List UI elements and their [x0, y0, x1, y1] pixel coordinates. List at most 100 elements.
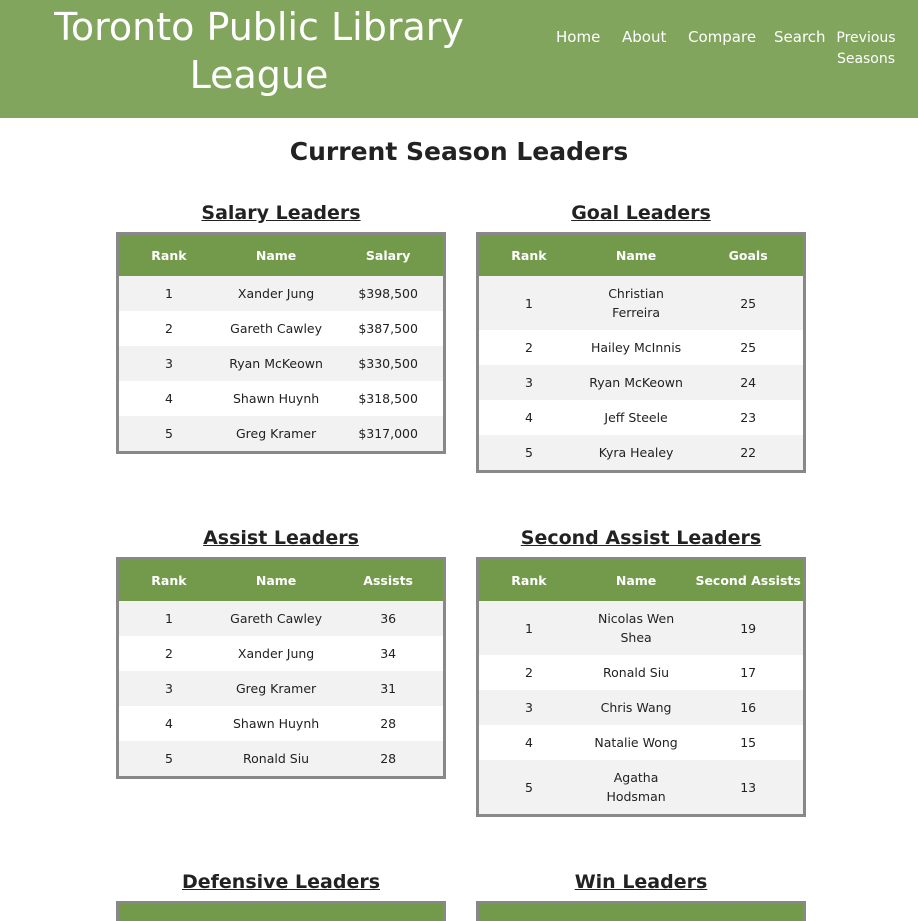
second-assist-leaders-title: Second Assist Leaders — [520, 527, 762, 549]
goal-leaders-table: Rank Name Goals 1 Christian Ferreira 25 2 Hailey… — [476, 232, 806, 473]
column-header[interactable]: Name — [218, 558, 334, 601]
nav-about[interactable]: About — [622, 28, 667, 46]
column-header[interactable]: Name — [578, 233, 694, 276]
table-row: 5 Greg Kramer $317,000 — [117, 416, 445, 453]
win-leaders-title: Win Leaders — [574, 871, 708, 893]
win-leaders-table-header — [476, 901, 806, 921]
player-name-line: Xander Jung — [237, 286, 315, 301]
table-row: 5 Agatha Hodsman 13 — [477, 760, 805, 816]
player-name-line: Hailey McInnis — [590, 340, 682, 355]
player-name-line: Gareth Cawley — [230, 611, 323, 626]
column-header[interactable]: Rank — [477, 558, 579, 601]
player-name-cell[interactable]: Ronald Siu — [218, 741, 334, 778]
player-name-line: Xander Jung — [237, 646, 315, 661]
nav-search[interactable]: Search — [774, 28, 826, 46]
column-header[interactable]: Rank — [117, 233, 219, 276]
rank-cell: 1 — [477, 601, 579, 655]
stat-value-cell: 31 — [333, 671, 445, 706]
column-header[interactable]: Name — [218, 233, 334, 276]
player-name-line: Natalie Wong — [594, 735, 678, 750]
player-name-line: Ryan McKeown — [229, 356, 323, 371]
table-row: 1 Xander Jung $398,500 — [117, 276, 445, 311]
player-name-cell[interactable]: Xander Jung — [218, 276, 334, 311]
player-name-cell[interactable]: Greg Kramer — [218, 416, 334, 453]
rank-cell: 4 — [117, 381, 219, 416]
stat-value-cell: 28 — [333, 706, 445, 741]
stat-value-cell: 34 — [333, 636, 445, 671]
player-name-line: Agatha — [613, 770, 659, 785]
player-name-line: Gareth Cawley — [230, 321, 323, 336]
column-header[interactable]: Rank — [477, 233, 579, 276]
site-title[interactable]: Toronto Public Library League — [50, 3, 468, 99]
rank-cell: 3 — [477, 365, 579, 400]
table-header-row: Rank Name Goals — [477, 233, 805, 276]
column-header[interactable]: Second Assists — [693, 558, 805, 601]
player-name-cell[interactable]: Hailey McInnis — [578, 330, 694, 365]
player-name-cell[interactable]: Christian Ferreira — [578, 276, 694, 330]
player-name-line: Ferreira — [612, 305, 661, 320]
nav-previous-seasons-line-1: Previous — [836, 30, 896, 46]
stat-value-cell: 28 — [333, 741, 445, 778]
table-header-row: Rank Name Assists — [117, 558, 445, 601]
rank-cell: 5 — [117, 741, 219, 778]
assist-leaders-title: Assist Leaders — [203, 527, 359, 549]
nav-compare[interactable]: Compare — [688, 28, 757, 46]
stat-value-cell: 13 — [693, 760, 805, 816]
player-name-cell[interactable]: Shawn Huynh — [218, 381, 334, 416]
player-name-cell[interactable]: Xander Jung — [218, 636, 334, 671]
table-row: 3 Ryan McKeown 24 — [477, 365, 805, 400]
table-row: 1 Christian Ferreira 25 — [477, 276, 805, 330]
player-name-cell[interactable]: Gareth Cawley — [218, 601, 334, 636]
player-name-line: Shea — [620, 630, 652, 645]
nav-previous-seasons-line-2: Seasons — [836, 51, 896, 67]
player-name-line: Shawn Huynh — [232, 716, 320, 731]
table-row: 2 Gareth Cawley $387,500 — [117, 311, 445, 346]
rank-cell: 3 — [477, 690, 579, 725]
column-header[interactable]: Rank — [117, 558, 219, 601]
player-name-cell[interactable]: Jeff Steele — [578, 400, 694, 435]
player-name-line: Greg Kramer — [236, 681, 317, 696]
site-title-line-2: League — [189, 53, 329, 97]
rank-cell: 2 — [477, 330, 579, 365]
nav-home[interactable]: Home — [556, 28, 601, 46]
table-row: 2 Hailey McInnis 25 — [477, 330, 805, 365]
table-row: 4 Jeff Steele 23 — [477, 400, 805, 435]
player-name-cell[interactable]: Gareth Cawley — [218, 311, 334, 346]
column-header[interactable]: Goals — [693, 233, 805, 276]
column-header[interactable]: Salary — [333, 233, 445, 276]
salary-leaders-table: Rank Name Salary 1 Xander Jung $398,500 2 Garet… — [116, 232, 446, 454]
player-name-line: Hodsman — [606, 789, 666, 804]
player-name-cell[interactable]: Natalie Wong — [578, 725, 694, 760]
stat-value-cell: $330,500 — [333, 346, 445, 381]
rank-cell: 4 — [117, 706, 219, 741]
player-name-cell[interactable]: Chris Wang — [578, 690, 694, 725]
player-name-line: Kyra Healey — [598, 445, 674, 460]
stat-value-cell: 16 — [693, 690, 805, 725]
column-header[interactable]: Assists — [333, 558, 445, 601]
site-header: Toronto Public Library League Home About… — [0, 0, 918, 118]
player-name-cell[interactable]: Shawn Huynh — [218, 706, 334, 741]
player-name-cell[interactable]: Ronald Siu — [578, 655, 694, 690]
defensive-leaders-title: Defensive Leaders — [181, 871, 381, 893]
player-name-cell[interactable]: Nicolas Wen Shea — [578, 601, 694, 655]
player-name-cell[interactable]: Ryan McKeown — [578, 365, 694, 400]
player-name-line: Christian — [608, 286, 664, 301]
player-name-cell[interactable]: Ryan McKeown — [218, 346, 334, 381]
player-name-line: Greg Kramer — [236, 426, 317, 441]
stat-value-cell: $318,500 — [333, 381, 445, 416]
nav-previous-seasons[interactable]: Previous Seasons — [836, 28, 896, 70]
rank-cell: 3 — [117, 346, 219, 381]
defensive-leaders-table-header — [116, 901, 446, 921]
table-header-row: Rank Name Salary — [117, 233, 445, 276]
player-name-cell[interactable]: Kyra Healey — [578, 435, 694, 472]
rank-cell: 3 — [117, 671, 219, 706]
stat-value-cell: 17 — [693, 655, 805, 690]
table-row: 3 Ryan McKeown $330,500 — [117, 346, 445, 381]
player-name-cell[interactable]: Greg Kramer — [218, 671, 334, 706]
stat-value-cell: 22 — [693, 435, 805, 472]
column-header[interactable]: Name — [578, 558, 694, 601]
player-name-cell[interactable]: Agatha Hodsman — [578, 760, 694, 816]
table-header-row: Rank Name Second Assists — [477, 558, 805, 601]
assist-leaders-table: Rank Name Assists 1 Gareth Cawley 36 2 Xander J… — [116, 557, 446, 779]
player-name-line: Chris Wang — [600, 700, 672, 715]
